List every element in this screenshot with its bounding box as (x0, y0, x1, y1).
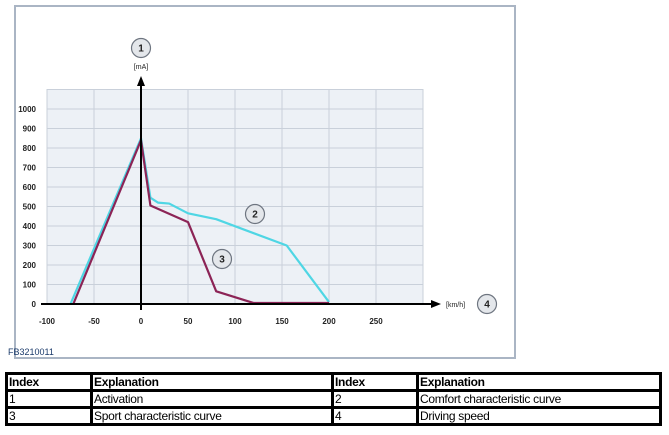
y-tick-label: 800 (23, 144, 37, 153)
y-tick-label: 100 (23, 281, 37, 290)
x-tick-label: 250 (369, 317, 383, 326)
callout-number: 4 (484, 300, 490, 311)
table-row: 1 Activation 2 Comfort characteristic cu… (5, 389, 662, 409)
y-tick-label: 700 (23, 164, 37, 173)
cell: Comfort characteristic curve (416, 389, 662, 409)
table-row: 3 Sport characteristic curve 4 Driving s… (5, 406, 662, 426)
callout-circle (476, 293, 498, 315)
y-axis-label: [mA] (134, 64, 148, 71)
figure-frame (14, 5, 516, 359)
x-tick-label: -50 (88, 317, 100, 326)
callout-circle (244, 203, 266, 225)
y-tick-label: 1000 (18, 105, 36, 114)
cell: 1 (5, 389, 93, 409)
x-axis-label: [km/h] (446, 302, 465, 309)
line-chart: 0 100 200 300 400 500 600 700 800 900 1000 -100 -50 0… (18, 37, 498, 326)
cell: 2 (331, 389, 419, 409)
y-tick-label: 900 (23, 125, 37, 134)
x-tick-label: 50 (184, 317, 193, 326)
x-tick-label: 200 (322, 317, 336, 326)
y-tick-label: 200 (23, 261, 37, 270)
table-header-row: Index Explanation Index Explanation (5, 372, 662, 392)
figure-id: FB3210011 (8, 347, 54, 357)
header-cell: Index (5, 372, 93, 392)
callout-number: 3 (219, 255, 225, 266)
cell: 3 (5, 406, 93, 426)
header-cell: Index (331, 372, 419, 392)
callout-number: 2 (252, 210, 258, 221)
y-tick-label: 500 (23, 203, 37, 212)
x-axis-arrow (431, 300, 441, 308)
callout-number: 1 (138, 44, 144, 55)
y-tick-label: 300 (23, 242, 37, 251)
y-tick-label: 0 (32, 300, 37, 309)
x-tick-label: 100 (228, 317, 242, 326)
callout-circle (130, 37, 152, 59)
cell: Driving speed (416, 406, 662, 426)
x-tick-label: 150 (275, 317, 289, 326)
y-tick-label: 400 (23, 222, 37, 231)
header-cell: Explanation (416, 372, 662, 392)
y-axis-arrow (137, 76, 145, 86)
x-tick-label: 0 (139, 317, 144, 326)
x-tick-label: -100 (39, 317, 56, 326)
y-tick-label: 600 (23, 183, 37, 192)
cell: 4 (331, 406, 419, 426)
header-cell: Explanation (90, 372, 334, 392)
cell: Sport characteristic curve (90, 406, 334, 426)
legend-table: Index Explanation Index Explanation 1 Ac… (5, 372, 662, 426)
cell: Activation (90, 389, 334, 409)
callout-circle (211, 248, 233, 270)
